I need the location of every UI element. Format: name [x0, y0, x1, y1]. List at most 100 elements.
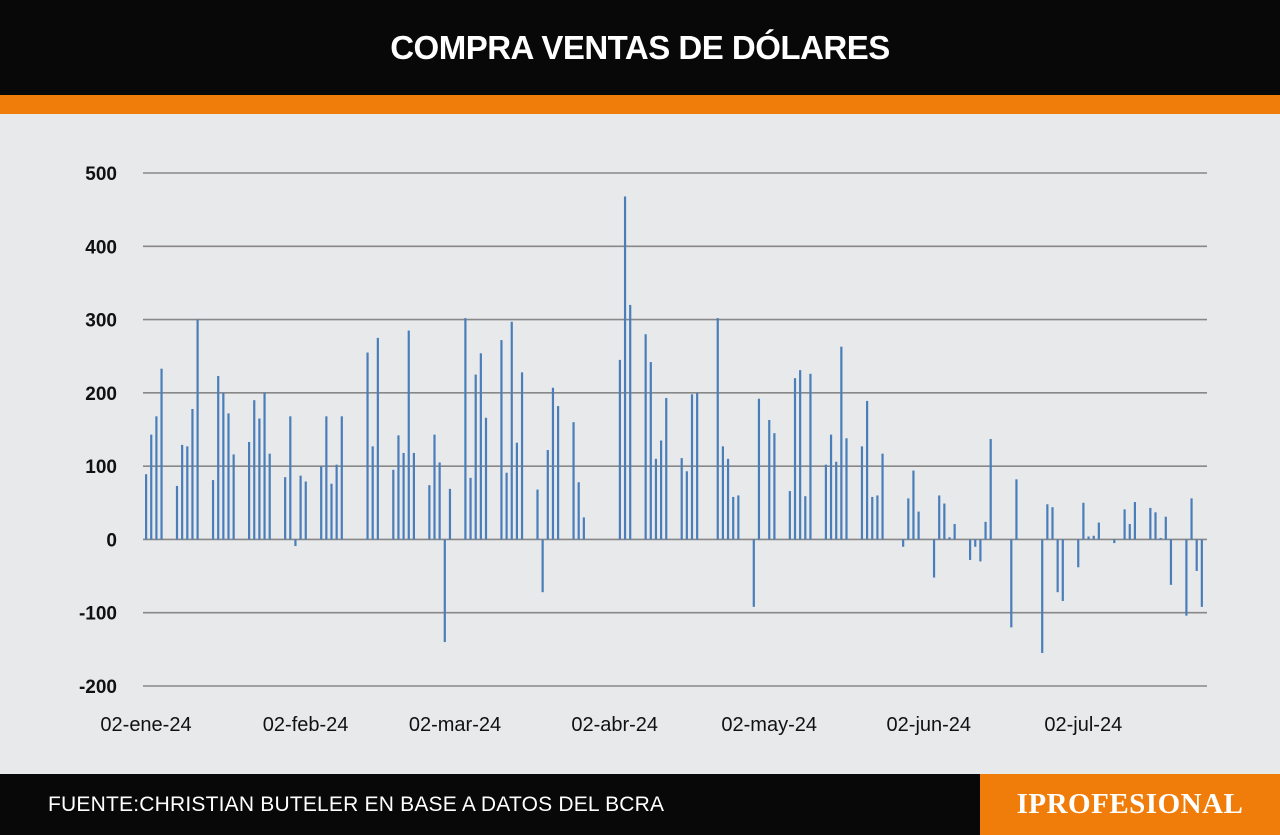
bar [829, 434, 833, 540]
bar-chart: 500 400 300 200 100 0 -100 -200 02-ene-24 02-feb… [79, 164, 1207, 736]
bar [1061, 539, 1064, 601]
y-axis-ticks: 500 400 300 200 100 0 -100 -200 [79, 164, 117, 698]
x-tick-label: 02-may-24 [721, 714, 817, 736]
bar [268, 453, 271, 540]
bar [258, 418, 261, 540]
bar [629, 304, 632, 540]
x-tick-label: 02-mar-24 [409, 714, 501, 736]
bar [232, 454, 235, 540]
bar [881, 453, 884, 540]
bar [325, 416, 328, 540]
bar [726, 458, 730, 540]
bar [871, 496, 874, 540]
bar [289, 416, 292, 540]
bar [1015, 479, 1018, 540]
bar [191, 408, 194, 540]
bar [248, 441, 251, 540]
bar [181, 444, 184, 540]
bar [984, 521, 987, 540]
bar [696, 392, 699, 540]
bar [665, 397, 668, 540]
bar [835, 461, 838, 540]
bar [907, 498, 910, 540]
y-tick-label: -200 [79, 677, 117, 698]
bar [253, 400, 256, 540]
bar [294, 539, 297, 547]
x-axis-ticks: 02-ene-24 02-feb-24 02-mar-24 02-abr-24 02-m… [100, 714, 1122, 736]
bar [304, 481, 307, 540]
bar [1092, 535, 1095, 540]
bar [840, 346, 843, 540]
bar [515, 442, 518, 540]
bar [474, 374, 477, 540]
bar [1200, 539, 1203, 607]
bar [1154, 512, 1157, 540]
bar [989, 439, 992, 540]
bar [932, 539, 936, 578]
bar [809, 373, 812, 540]
bar [392, 469, 395, 540]
bar [1185, 539, 1188, 616]
bar [799, 370, 802, 540]
bar [690, 394, 694, 540]
bar [1159, 537, 1162, 540]
bars [145, 196, 1203, 654]
bar [938, 495, 941, 540]
bar [371, 446, 374, 540]
bar [768, 419, 771, 540]
bar [541, 539, 544, 593]
bar [917, 511, 920, 540]
bar [1164, 516, 1167, 540]
bar [407, 330, 410, 540]
bar [752, 539, 755, 607]
bar [227, 413, 230, 540]
bar [397, 435, 400, 540]
bar [412, 452, 415, 540]
x-tick-label: 02-feb-24 [263, 714, 349, 736]
bar [479, 353, 482, 540]
bar [649, 362, 652, 540]
bar [196, 319, 199, 540]
x-tick-label: 02-jul-24 [1044, 714, 1122, 736]
bar [943, 503, 946, 540]
gridlines [143, 172, 1207, 687]
bar [644, 334, 647, 540]
bar [660, 440, 663, 540]
bar [1097, 522, 1100, 540]
bar [680, 458, 683, 540]
x-tick-label: 02-abr-24 [571, 714, 658, 736]
bar [1041, 539, 1044, 654]
y-tick-label: 400 [85, 237, 117, 258]
y-tick-label: 0 [106, 530, 117, 551]
chart-title: COMPRA VENTAS DE DÓLARES [390, 28, 890, 66]
bar [860, 446, 864, 540]
bar [263, 392, 266, 540]
bar [145, 474, 148, 540]
bar [1190, 498, 1193, 540]
bar [1087, 536, 1090, 540]
bar [1169, 539, 1173, 585]
bar [572, 422, 575, 540]
bar [510, 321, 513, 540]
bar [433, 434, 436, 540]
bar [340, 416, 343, 540]
bar [948, 537, 951, 540]
bar [186, 446, 189, 540]
bar [1010, 539, 1013, 628]
bar [520, 372, 524, 540]
bar [969, 539, 972, 560]
bar [546, 450, 549, 540]
x-tick-label: 02-jun-24 [887, 714, 972, 736]
bar [299, 475, 302, 540]
bar [211, 480, 215, 540]
bar [484, 417, 488, 540]
bar [335, 464, 338, 540]
bar [953, 524, 956, 540]
bar [773, 433, 776, 540]
bar [1113, 539, 1116, 544]
bar [551, 387, 555, 540]
bar [912, 470, 915, 540]
bar [443, 539, 446, 643]
y-tick-label: 200 [85, 384, 117, 405]
bar [902, 539, 905, 547]
